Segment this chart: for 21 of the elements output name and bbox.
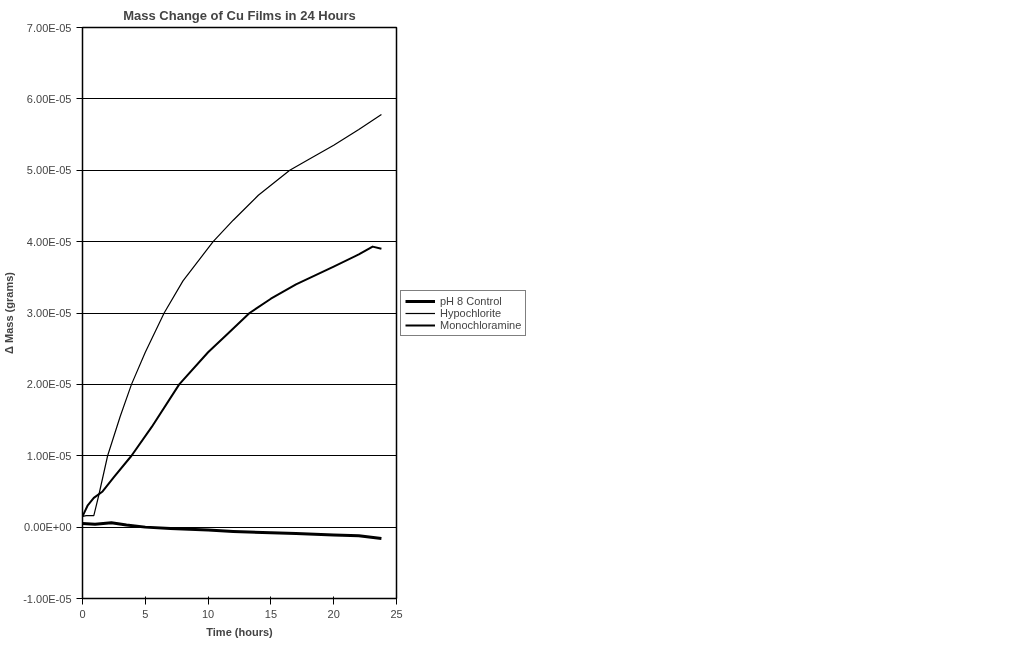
y-axis-title: Δ Mass (grams) xyxy=(3,271,16,354)
y-tick-label: 1.00E-05 xyxy=(26,449,72,462)
legend-label: pH 8 Control xyxy=(440,294,502,307)
y-tick-label: 5.00E-05 xyxy=(26,164,72,177)
y-tick-label: 2.00E-05 xyxy=(26,378,72,391)
x-tick-label: 15 xyxy=(264,607,278,620)
y-tick-label: 7.00E-05 xyxy=(26,21,72,34)
x-tick-label: 5 xyxy=(142,607,149,620)
x-tick-label: 20 xyxy=(327,607,340,620)
y-tick-label: 4.00E-05 xyxy=(26,235,72,248)
y-tick-label: 0.00E+00 xyxy=(24,521,72,534)
x-tick-label: 0 xyxy=(79,607,86,620)
legend-label: Hypochlorite xyxy=(440,306,502,319)
y-tick-label: -1.00E-05 xyxy=(23,592,72,605)
y-tick-label: 6.00E-05 xyxy=(26,92,72,105)
y-tick-label: 3.00E-05 xyxy=(26,307,72,319)
x-axis-title: Time (hours) xyxy=(206,625,274,638)
x-tick-label: 25 xyxy=(390,607,403,620)
legend-label: Monochloramine xyxy=(440,318,522,331)
x-tick-label: 10 xyxy=(201,607,215,620)
chart-title: Mass Change of Cu Films in 24 Hours xyxy=(123,7,356,23)
